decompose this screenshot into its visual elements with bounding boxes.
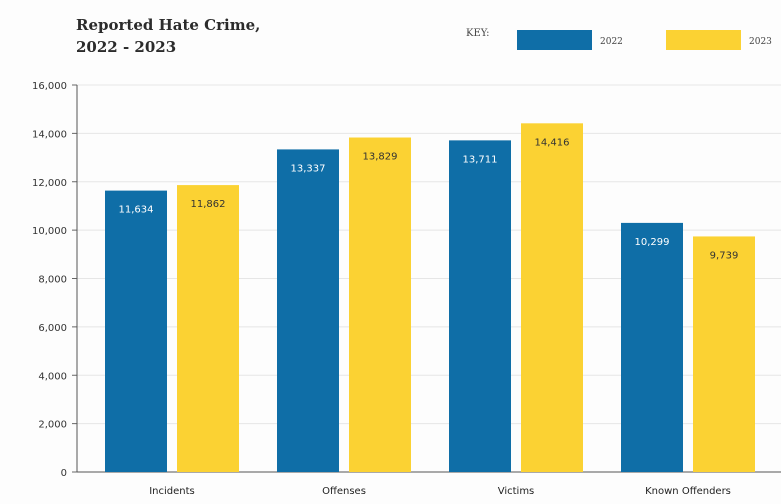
bar-data-label: 10,299: [635, 237, 670, 248]
x-category-label: Offenses: [322, 486, 366, 497]
bar-data-label: 13,711: [463, 154, 498, 165]
chart-title: Reported Hate Crime, 2022 - 2023: [76, 14, 260, 58]
bar-2022: [277, 149, 339, 472]
y-tick-label: 8,000: [38, 275, 67, 286]
y-tick-label: 4,000: [38, 371, 67, 382]
chart-title-line-2: 2022 - 2023: [76, 38, 177, 56]
y-tick-label: 12,000: [32, 178, 67, 189]
bar-2023: [349, 137, 411, 473]
bar-2022: [621, 222, 683, 472]
x-category-label: Victims: [498, 486, 535, 497]
y-tick-label: 14,000: [32, 129, 67, 140]
bar-2023: [521, 123, 583, 473]
bar-data-label: 9,739: [710, 250, 739, 261]
bar-2023: [693, 236, 755, 472]
y-tick-label: 2,000: [38, 420, 67, 431]
y-tick-label: 6,000: [38, 323, 67, 334]
bar-data-label: 13,337: [291, 163, 326, 174]
bar-2022: [449, 140, 511, 473]
legend-swatch-2023: [666, 30, 741, 50]
legend-swatch-2022: [517, 30, 592, 50]
y-tick-label: 10,000: [32, 226, 67, 237]
legend-label: 2022: [600, 37, 623, 47]
bar-data-label: 11,862: [191, 199, 226, 210]
chart-title-line-1: Reported Hate Crime,: [76, 16, 261, 34]
bar-2023: [177, 185, 239, 472]
x-category-label: Known Offenders: [645, 486, 731, 497]
bar-2022: [105, 190, 167, 472]
bar-data-label: 14,416: [535, 137, 570, 148]
x-category-label: Incidents: [149, 486, 195, 497]
legend-key-label: KEY:: [466, 28, 490, 39]
bar-data-label: 11,634: [119, 205, 154, 216]
bar-data-label: 13,829: [363, 152, 398, 163]
y-tick-label: 0: [61, 468, 67, 479]
legend-label: 2023: [749, 37, 772, 47]
y-tick-label: 16,000: [32, 81, 67, 92]
